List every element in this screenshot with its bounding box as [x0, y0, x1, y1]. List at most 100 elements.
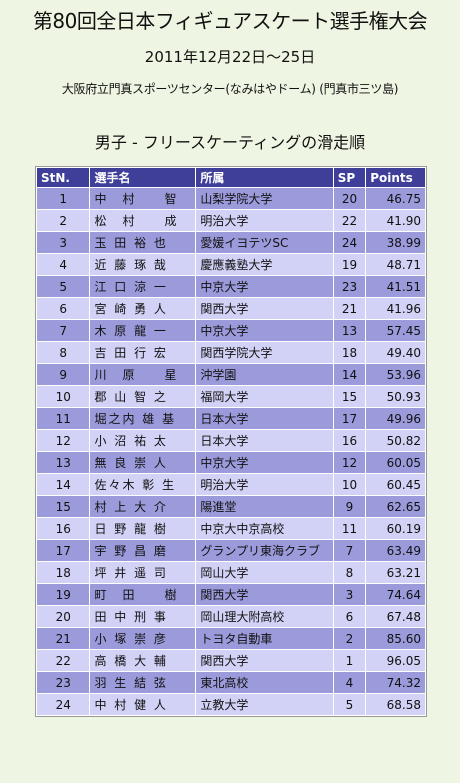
table-row: 11 堀之内 雄 基日本大学 17 49.96: [37, 408, 425, 429]
points-cell: 41.51: [366, 276, 425, 297]
affiliation-cell: 関西大学: [196, 298, 333, 319]
sp-rank-cell: 14: [333, 364, 366, 385]
col-header-points: Points: [366, 168, 425, 187]
sp-rank-cell: 8: [333, 562, 366, 583]
affiliation-cell: 愛媛イヨテツSC: [196, 232, 333, 253]
sp-rank-cell: 22: [333, 210, 366, 231]
affiliation-cell: 中京大学: [196, 452, 333, 473]
points-cell: 62.65: [366, 496, 425, 517]
sp-rank-cell: 2: [333, 628, 366, 649]
sp-rank-cell: 17: [333, 408, 366, 429]
sp-rank-cell: 24: [333, 232, 366, 253]
sp-rank-cell: 19: [333, 254, 366, 275]
points-cell: 96.05: [366, 650, 425, 671]
skater-name-cell: 吉 田 行 宏: [90, 342, 196, 363]
points-cell: 49.40: [366, 342, 425, 363]
skater-name-cell: 松 村 成: [90, 210, 196, 231]
points-cell: 41.90: [366, 210, 425, 231]
affiliation-cell: 中京大学: [196, 276, 333, 297]
points-cell: 50.82: [366, 430, 425, 451]
start-number-cell: 20: [37, 606, 90, 627]
skater-name-cell: 田 中 刑 事: [90, 606, 196, 627]
affiliation-cell: グランプリ東海クラブ: [196, 540, 333, 561]
skater-name-cell: 中 村 智: [90, 188, 196, 209]
table-row: 12 小 沼 祐 太日本大学 16 50.82: [37, 430, 425, 451]
sp-rank-cell: 5: [333, 694, 366, 715]
affiliation-cell: 岡山理大附高校: [196, 606, 333, 627]
skater-name-cell: 無 良 崇 人: [90, 452, 196, 473]
table-row: 14 佐々木 彰 生明治大学 10 60.45: [37, 474, 425, 495]
start-number-cell: 24: [37, 694, 90, 715]
sp-rank-cell: 10: [333, 474, 366, 495]
affiliation-cell: 関西大学: [196, 650, 333, 671]
table-row: 22 高 橋 大 輔関西大学 1 96.05: [37, 650, 425, 671]
start-number-cell: 23: [37, 672, 90, 693]
table-row: 18 坪 井 遥 司岡山大学 8 63.21: [37, 562, 425, 583]
table-row: 15 村 上 大 介陽進堂 9 62.65: [37, 496, 425, 517]
skater-name-cell: 日 野 龍 樹: [90, 518, 196, 539]
start-number-cell: 6: [37, 298, 90, 319]
start-number-cell: 11: [37, 408, 90, 429]
start-number-cell: 2: [37, 210, 90, 231]
event-venue: 大阪府立門真スポーツセンター(なみはやドーム) (門真市三ツ島): [61, 82, 399, 96]
skater-name-cell: 堀之内 雄 基: [90, 408, 196, 429]
affiliation-cell: 関西学院大学: [196, 342, 333, 363]
points-cell: 46.75: [366, 188, 425, 209]
skater-name-cell: 江 口 涼 一: [90, 276, 196, 297]
points-cell: 60.05: [366, 452, 425, 473]
affiliation-cell: 福岡大学: [196, 386, 333, 407]
sp-rank-cell: 18: [333, 342, 366, 363]
section-title: 男子 - フリースケーティングの滑走順: [94, 133, 366, 152]
points-cell: 41.96: [366, 298, 425, 319]
points-cell: 50.93: [366, 386, 425, 407]
sp-rank-cell: 1: [333, 650, 366, 671]
skater-name-cell: 佐々木 彰 生: [90, 474, 196, 495]
col-header-sp-rank: SP: [333, 168, 366, 187]
start-number-cell: 12: [37, 430, 90, 451]
skater-name-cell: 郡 山 智 之: [90, 386, 196, 407]
skater-name-cell: 近 藤 琢 哉: [90, 254, 196, 275]
points-cell: 74.32: [366, 672, 425, 693]
points-cell: 48.71: [366, 254, 425, 275]
col-header-start-number: StN.: [37, 168, 90, 187]
affiliation-cell: 東北高校: [196, 672, 333, 693]
skater-name-cell: 高 橋 大 輔: [90, 650, 196, 671]
table-row: 20 田 中 刑 事岡山理大附高校 6 67.48: [37, 606, 425, 627]
start-number-cell: 3: [37, 232, 90, 253]
skater-name-cell: 玉 田 裕 也: [90, 232, 196, 253]
table-row: 17 宇 野 昌 磨グランプリ東海クラブ 7 63.49: [37, 540, 425, 561]
start-number-cell: 16: [37, 518, 90, 539]
skater-name-cell: 村 上 大 介: [90, 496, 196, 517]
table-row: 13 無 良 崇 人中京大学 12 60.05: [37, 452, 425, 473]
col-header-affiliation: 所属: [196, 168, 333, 187]
points-cell: 49.96: [366, 408, 425, 429]
points-cell: 68.58: [366, 694, 425, 715]
points-cell: 53.96: [366, 364, 425, 385]
affiliation-cell: 陽進堂: [196, 496, 333, 517]
skater-name-cell: 川 原 星: [90, 364, 196, 385]
points-cell: 63.49: [366, 540, 425, 561]
affiliation-cell: 明治大学: [196, 210, 333, 231]
table-row: 19 町 田 樹関西大学 3 74.64: [37, 584, 425, 605]
start-number-cell: 19: [37, 584, 90, 605]
skater-name-cell: 宮 崎 勇 人: [90, 298, 196, 319]
points-cell: 67.48: [366, 606, 425, 627]
start-number-cell: 22: [37, 650, 90, 671]
table-row: 10 郡 山 智 之福岡大学 15 50.93: [37, 386, 425, 407]
skater-name-cell: 中 村 健 人: [90, 694, 196, 715]
skater-name-cell: 坪 井 遥 司: [90, 562, 196, 583]
start-number-cell: 17: [37, 540, 90, 561]
affiliation-cell: 立教大学: [196, 694, 333, 715]
points-cell: 57.45: [366, 320, 425, 341]
affiliation-cell: 沖学園: [196, 364, 333, 385]
start-number-cell: 21: [37, 628, 90, 649]
table-row: 21 小 塚 崇 彦トヨタ自動車 2 85.60: [37, 628, 425, 649]
affiliation-cell: 日本大学: [196, 408, 333, 429]
affiliation-cell: 慶應義塾大学: [196, 254, 333, 275]
event-date: 2011年12月22日～25日: [144, 48, 316, 66]
